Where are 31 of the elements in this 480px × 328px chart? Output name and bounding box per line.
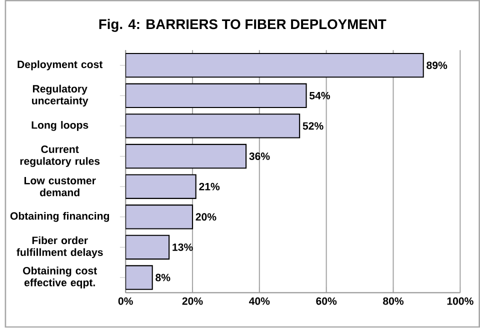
- data-label: 13%: [172, 244, 193, 252]
- y-tick-label: Current regulatory rules: [20, 146, 100, 168]
- x-tick-label: 0%: [118, 298, 133, 305]
- y-tick-label: Low customer demand: [24, 177, 96, 196]
- y-tick-label: Regulatory uncertainty: [32, 84, 88, 107]
- data-label: 54%: [310, 92, 330, 100]
- data-label: 36%: [249, 152, 270, 160]
- y-tick-label: Obtaining cost effective eqpt.: [23, 266, 97, 289]
- data-label: 20%: [196, 213, 216, 221]
- x-tick-label: 80%: [383, 298, 404, 305]
- x-tick-label: 100%: [447, 298, 474, 305]
- data-label: 21%: [199, 183, 220, 190]
- chart-title: Fig. 4: BARRIERS TO FIBER DEPLOYMENT: [99, 19, 386, 32]
- x-tick-label: 20%: [182, 298, 203, 305]
- bar: [126, 204, 194, 230]
- x-tick-label: 60%: [316, 298, 337, 305]
- data-label: 8%: [156, 274, 170, 282]
- data-label: 52%: [302, 122, 324, 130]
- y-tick-label: Deployment cost: [18, 60, 103, 70]
- bar: [126, 235, 170, 260]
- bar: [126, 83, 307, 108]
- bar: [126, 265, 153, 290]
- y-tick-label: Obtaining financing: [10, 212, 109, 222]
- data-label: 89%: [426, 62, 448, 70]
- bar: [126, 144, 247, 169]
- bar: [126, 53, 424, 78]
- bar: [126, 174, 196, 200]
- bar: [126, 114, 300, 138]
- y-tick-label: Fiber order fulfillment delays: [16, 236, 103, 258]
- x-tick-label: 40%: [249, 298, 270, 305]
- y-tick-label: Long loops: [32, 121, 88, 132]
